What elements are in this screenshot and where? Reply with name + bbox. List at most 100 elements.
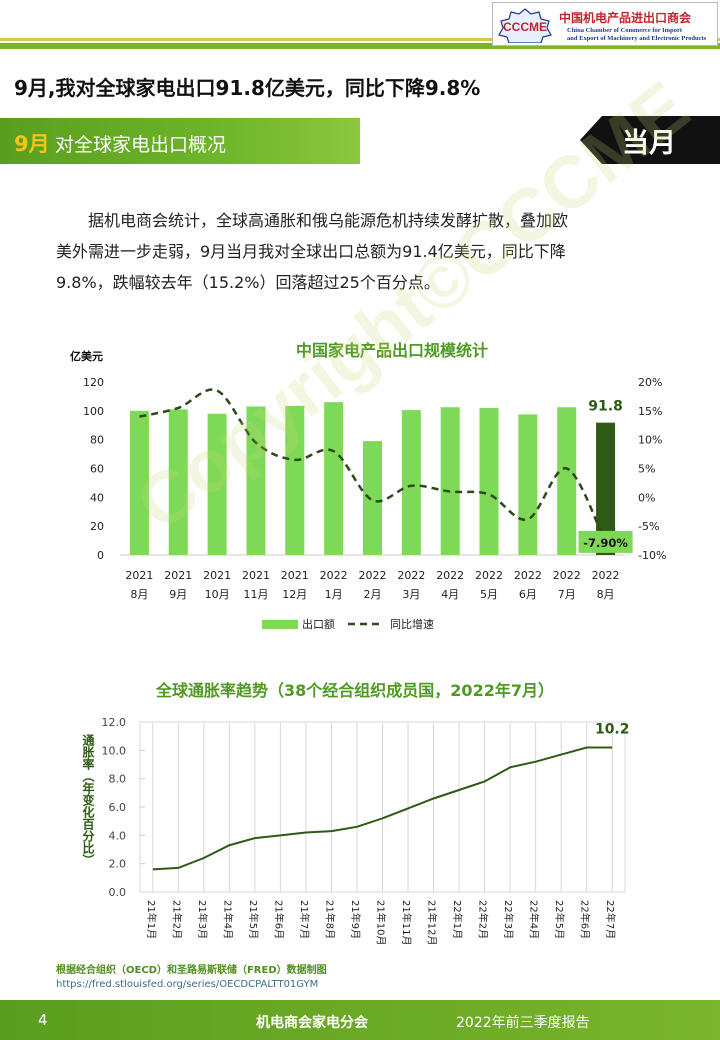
y2-tick-label: 20% [638, 376, 662, 389]
logo-english-name-line1: China Chamber of Commerce for Import [567, 27, 682, 34]
bar [168, 409, 188, 555]
bar [285, 405, 305, 555]
y-tick-label: 10.0 [102, 744, 127, 757]
page-number: 4 [38, 1011, 48, 1029]
x-tick-month: 5月 [480, 588, 498, 601]
x-tick-label: 21年9月 [349, 900, 362, 939]
x-tick-year: 2022 [514, 569, 542, 582]
x-tick-year: 2021 [242, 569, 270, 582]
bar [207, 413, 227, 555]
source-note: 根据经合组织（OECD）和圣路易斯联储（FRED）数据制图 [56, 965, 327, 976]
x-tick-label: 21年2月 [170, 900, 183, 939]
y2-tick-label: -5% [638, 520, 659, 533]
x-tick-year: 2022 [359, 569, 387, 582]
x-tick-label: 21年11月 [400, 900, 413, 945]
x-tick-month: 6月 [519, 588, 537, 601]
y-tick-label: 6.0 [109, 801, 127, 814]
x-tick-label: 22年2月 [477, 900, 490, 939]
x-tick-label: 21年4月 [221, 900, 234, 939]
period-badge [580, 116, 720, 164]
y2-tick-label: -10% [638, 549, 666, 562]
x-tick-month: 8月 [597, 588, 615, 601]
x-tick-label: 21年6月 [272, 900, 285, 939]
bar [324, 402, 344, 555]
x-tick-label: 21年12月 [426, 900, 439, 945]
x-tick-month: 10月 [205, 588, 230, 601]
source-url[interactable]: https://fred.stlouisfed.org/series/OECDC… [56, 979, 319, 990]
page-headline: 9月,我对全球家电出口91.8亿美元，同比下降9.8% [14, 76, 481, 100]
x-tick-year: 2021 [203, 569, 231, 582]
x-tick-year: 2021 [125, 569, 153, 582]
bar [363, 441, 382, 555]
bar [518, 414, 538, 555]
y-tick-label: 120 [83, 376, 104, 389]
x-tick-year: 2021 [281, 569, 309, 582]
y-tick-label: 20 [90, 520, 104, 533]
x-tick-month: 8月 [130, 588, 148, 601]
x-tick-month: 11月 [243, 588, 268, 601]
cccme-emblem-icon: CCCME [498, 8, 552, 43]
x-tick-year: 2022 [320, 569, 348, 582]
footer-bar [0, 1000, 720, 1040]
bar [557, 407, 577, 555]
cccme-logo: CCCME 中国机电产品进出口商会 China Chamber of Comme… [492, 2, 718, 46]
period-badge-label: 当月 [622, 128, 676, 159]
y-tick-label: 0 [97, 549, 104, 562]
x-tick-year: 2022 [436, 569, 464, 582]
section-month: 9月 [14, 132, 50, 156]
paragraph-line: 9.8%，跌幅较去年（15.2%）回落超过25个百分点。 [56, 273, 440, 292]
x-tick-month: 12月 [282, 588, 307, 601]
bar [596, 422, 616, 555]
y2-tick-label: 5% [638, 463, 655, 476]
last-value-label: 10.2 [595, 722, 630, 738]
x-tick-year: 2021 [164, 569, 192, 582]
y-tick-label: 0.0 [109, 886, 127, 899]
y-tick-label: 2.0 [109, 858, 127, 871]
y-tick-label: 40 [90, 491, 104, 504]
x-tick-label: 22年7月 [604, 900, 617, 939]
y-tick-label: 4.0 [109, 829, 127, 842]
x-tick-year: 2022 [397, 569, 425, 582]
y-tick-label: 60 [90, 463, 104, 476]
x-tick-year: 2022 [592, 569, 620, 582]
x-tick-label: 22年4月 [528, 900, 541, 939]
logo-english-name-line2: and Export of Machinery and Electronic P… [567, 35, 707, 42]
x-tick-label: 21年3月 [196, 900, 209, 939]
bar [440, 407, 460, 555]
export-scale-chart: 中国家电产品出口规模统计 亿美元 0 20 40 60 80 100 120 -10% -5% 0% 5… [70, 341, 666, 631]
last-bar-label: 91.8 [588, 399, 623, 415]
bar [129, 410, 149, 555]
y-axis-label: 亿美元 [70, 349, 103, 363]
x-tick-label: 22年1月 [451, 900, 464, 939]
bar [246, 406, 266, 555]
inflation-trend-chart: 全球通胀率趋势（38个经合组织成员国，2022年7月） 通胀率（年变化百分比） 0.… [81, 681, 630, 945]
bar [479, 407, 499, 555]
x-tick-month: 1月 [325, 588, 343, 601]
legend-bar-label: 出口额 [302, 617, 335, 631]
chart-title: 全球通胀率趋势（38个经合组织成员国，2022年7月） [155, 681, 554, 700]
y-tick-label: 100 [83, 405, 104, 418]
x-tick-month: 7月 [558, 588, 576, 601]
x-tick-label: 22年3月 [502, 900, 515, 939]
section-title: 对全球家电出口概况 [55, 134, 227, 156]
last-growth-label: -7.90% [583, 536, 628, 550]
x-tick-label: 21年10月 [375, 900, 388, 945]
section-banner [0, 118, 360, 164]
y-axis-label: 通胀率（年变化百分比） [81, 733, 95, 866]
growth-label-bg [578, 530, 633, 553]
top-stripe [0, 38, 720, 50]
legend-line-label: 同比增速 [390, 617, 434, 631]
logo-chinese-name: 中国机电产品进出口商会 [559, 11, 692, 25]
paragraph-line: 据机电商会统计，全球高通胀和俄乌能源危机持续发酵扩散，叠加欧 [56, 211, 569, 230]
x-tick-label: 21年8月 [323, 900, 336, 939]
x-tick-month: 3月 [402, 588, 420, 601]
x-tick-label: 21年1月 [145, 900, 158, 939]
summary-paragraph: 据机电商会统计，全球高通胀和俄乌能源危机持续发酵扩散，叠加欧 美外需进一步走弱，… [56, 205, 668, 298]
x-tick-year: 2022 [475, 569, 503, 582]
y-tick-label: 12.0 [102, 716, 127, 729]
x-tick-label: 21年5月 [247, 900, 260, 939]
x-tick-label: 21年7月 [298, 900, 311, 939]
x-tick-year: 2022 [553, 569, 581, 582]
y2-tick-label: 0% [638, 491, 655, 504]
footer-report-title: 2022年前三季度报告 [456, 1015, 590, 1031]
